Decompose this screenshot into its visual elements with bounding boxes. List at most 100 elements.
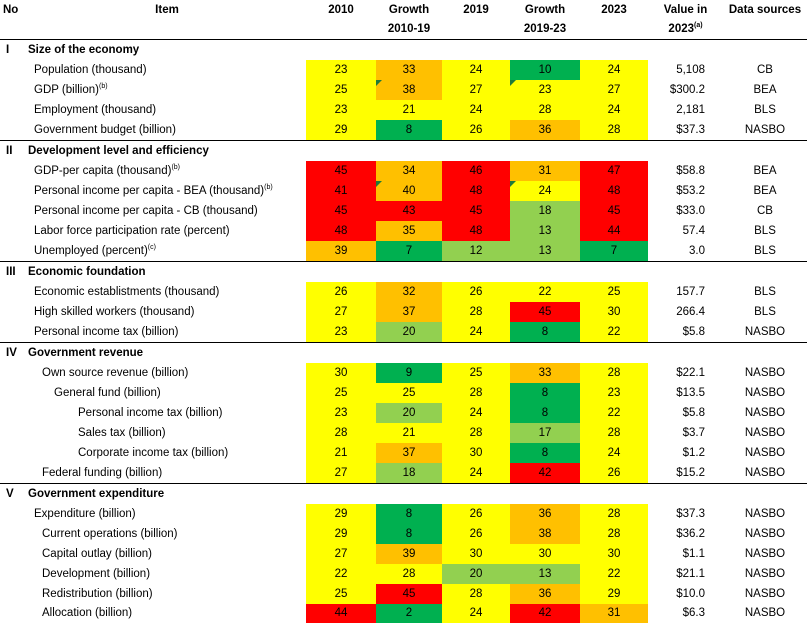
row-label: Unemployed (percent)(c) xyxy=(34,244,156,257)
rank-cell: 24 xyxy=(442,604,510,623)
rank-cell: 8 xyxy=(510,383,580,403)
rank-cell: 37 xyxy=(376,302,442,322)
row-label: Federal funding (billion) xyxy=(42,467,163,479)
row-label: Government budget (billion) xyxy=(34,124,176,136)
rank-cell: 26 xyxy=(442,524,510,544)
row-no-cell xyxy=(0,80,28,100)
table-row: Own source revenue (billion) 30 9 25 33 28 $22… xyxy=(0,363,807,383)
rank-cell: 13 xyxy=(510,564,580,584)
header-growth-period-1: 2010-19 xyxy=(376,20,442,40)
rank-cell: 20 xyxy=(376,403,442,423)
header-growth-2019-23: Growth xyxy=(524,4,566,16)
table-row: General fund (billion) 25 25 28 8 23 $13.5 NASB… xyxy=(0,383,807,403)
rank-cell: 23 xyxy=(510,80,580,100)
table-row: Development (billion) 22 28 20 13 22 $21.1 NASB… xyxy=(0,564,807,584)
rank-cell: 32 xyxy=(376,282,442,302)
row-label: Development (billion) xyxy=(42,568,151,580)
row-no-cell xyxy=(0,504,28,524)
row-footnote: (c) xyxy=(147,244,156,252)
rank-cell: 29 xyxy=(306,120,376,141)
header-data-sources: Data sources xyxy=(728,4,802,16)
data-source: BLS xyxy=(754,225,776,237)
row-label: High skilled workers (thousand) xyxy=(34,306,195,318)
rank-cell: 20 xyxy=(442,564,510,584)
rank-cell: 24 xyxy=(442,100,510,120)
rank-cell: 12 xyxy=(442,241,510,262)
rank-cell: 25 xyxy=(306,383,376,403)
rank-cell: 44 xyxy=(306,604,376,623)
row-label: Redistribution (billion) xyxy=(42,588,153,600)
rank-cell: 48 xyxy=(580,181,648,201)
rank-cell: 36 xyxy=(510,584,580,604)
value-2023: $21.1 xyxy=(676,568,705,580)
value-2023: $37.3 xyxy=(676,508,705,520)
table-header: No Item 2010 Growth 2019 Growth 2023 Val… xyxy=(0,0,807,40)
table-row: Personal income per capita - CB (thousan… xyxy=(0,201,807,221)
rank-cell: 26 xyxy=(442,120,510,141)
row-label: Economic establistments (thousand) xyxy=(34,286,220,298)
rank-cell: 18 xyxy=(510,201,580,221)
row-no-cell xyxy=(0,544,28,564)
rank-cell: 7 xyxy=(376,241,442,262)
data-source: BLS xyxy=(754,306,776,318)
data-source: NASBO xyxy=(744,607,786,619)
rank-cell: 22 xyxy=(510,282,580,302)
rank-cell: 8 xyxy=(376,120,442,141)
value-2023: 266.4 xyxy=(676,306,705,318)
section-header-row: I Size of the economy xyxy=(0,39,807,60)
table-row: Government budget (billion) 29 8 26 36 28 $37.… xyxy=(0,120,807,141)
table-row: Capital outlay (billion) 27 39 30 30 30 $1.1 NA… xyxy=(0,544,807,564)
value-2023: $5.8 xyxy=(682,326,705,338)
rank-cell: 39 xyxy=(376,544,442,564)
rank-cell: 39 xyxy=(306,241,376,262)
rank-cell: 8 xyxy=(376,524,442,544)
rank-cell: 48 xyxy=(306,221,376,241)
rank-cell: 22 xyxy=(580,322,648,343)
row-label: Sales tax (billion) xyxy=(78,427,166,439)
section-number: IV xyxy=(0,342,28,363)
rank-cell: 26 xyxy=(580,463,648,484)
rank-cell: 2 xyxy=(376,604,442,623)
rank-cell: 28 xyxy=(376,564,442,584)
rank-cell: 30 xyxy=(580,302,648,322)
rank-cell: 28 xyxy=(580,363,648,383)
rank-cell: 29 xyxy=(306,504,376,524)
row-no-cell xyxy=(0,120,28,141)
rank-cell: 23 xyxy=(306,322,376,343)
rank-cell: 22 xyxy=(580,403,648,423)
rank-cell: 28 xyxy=(510,100,580,120)
rank-cell: 7 xyxy=(580,241,648,262)
row-no-cell xyxy=(0,241,28,262)
value-2023: $300.2 xyxy=(669,84,705,96)
rank-cell: 45 xyxy=(306,201,376,221)
rank-cell: 28 xyxy=(442,584,510,604)
value-2023: $22.1 xyxy=(676,367,705,379)
comment-marker-icon xyxy=(510,181,516,187)
row-label: Labor force participation rate (percent) xyxy=(34,225,230,237)
table-row: Sales tax (billion) 28 21 28 17 28 $3.7 NASBO xyxy=(0,423,807,443)
value-2023: $37.3 xyxy=(676,124,705,136)
rank-cell: 24 xyxy=(580,60,648,80)
data-source: NASBO xyxy=(744,528,786,540)
value-2023: 5,108 xyxy=(676,64,705,76)
data-source: NASBO xyxy=(744,508,786,520)
data-source: BEA xyxy=(753,185,777,197)
value-2023: $1.1 xyxy=(682,548,705,560)
data-source: NASBO xyxy=(744,427,786,439)
section-header-row: II Development level and efficiency xyxy=(0,140,807,161)
rank-cell: 29 xyxy=(580,584,648,604)
table-row: Allocation (billion) 44 2 24 42 31 $6.3 NASBO xyxy=(0,604,807,623)
rank-cell: 28 xyxy=(580,504,648,524)
value-2023: 3.0 xyxy=(689,245,705,257)
row-label: Allocation (billion) xyxy=(42,607,133,619)
header-2019: 2019 xyxy=(463,4,489,16)
rank-cell: 18 xyxy=(376,463,442,484)
rank-cell: 38 xyxy=(376,80,442,100)
rank-cell: 42 xyxy=(510,463,580,484)
header-2023: 2023 xyxy=(601,4,627,16)
rank-cell: 24 xyxy=(442,60,510,80)
section-number: V xyxy=(0,483,28,504)
rank-cell: 33 xyxy=(510,363,580,383)
section-title: Development level and efficiency xyxy=(28,140,807,161)
